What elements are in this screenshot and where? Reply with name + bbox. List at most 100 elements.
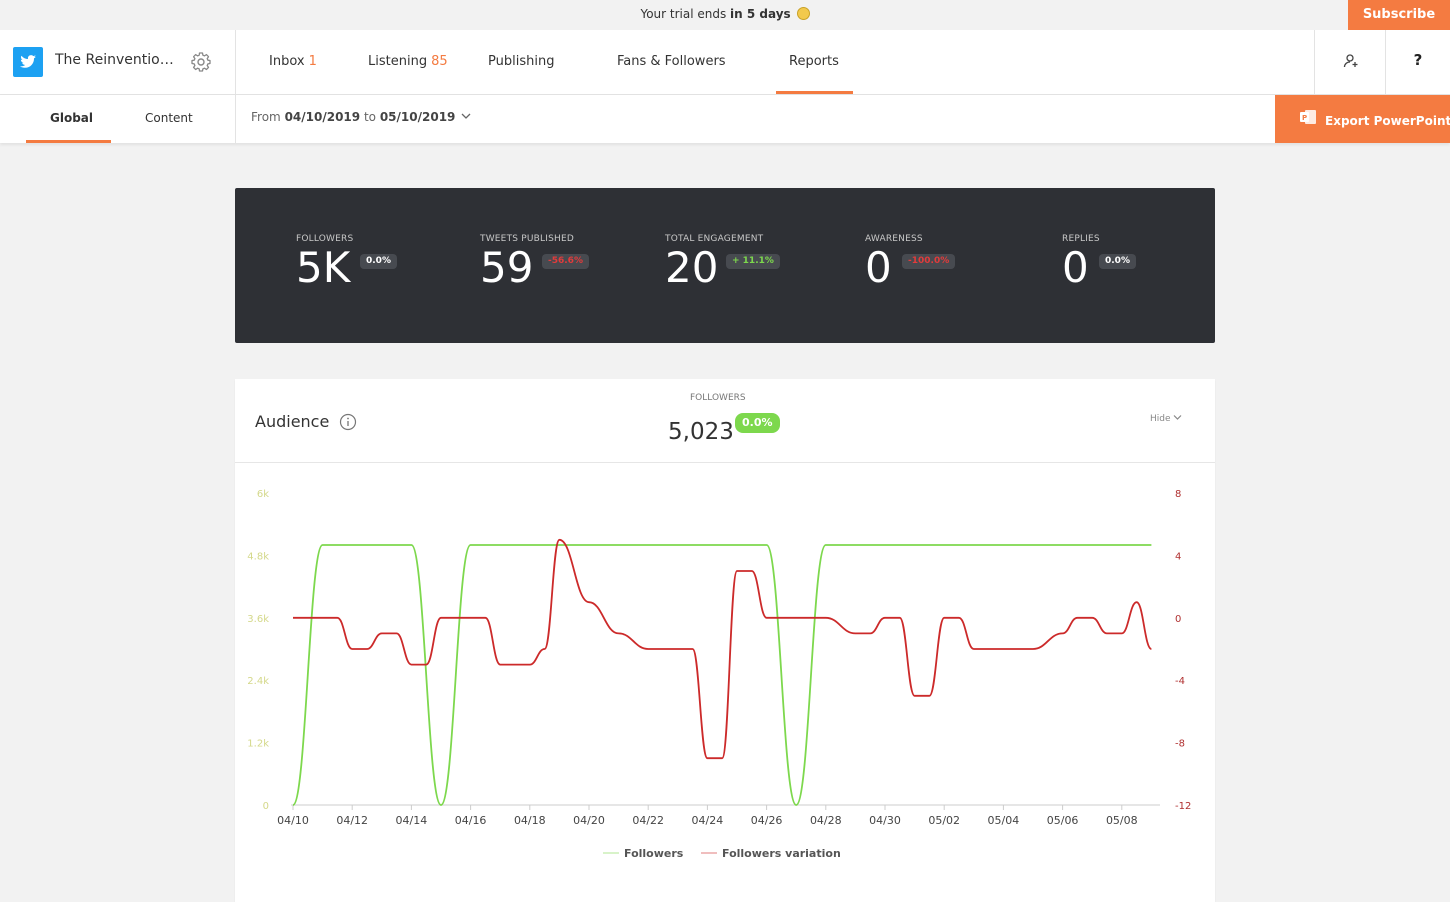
followers-count: 5,023 bbox=[668, 419, 734, 445]
stat-label: FOLLOWERS bbox=[296, 234, 354, 244]
x-tick-label: 04/16 bbox=[455, 814, 487, 827]
audience-card-header: Audience FOLLOWERS 5,023 0.0% Hide bbox=[235, 379, 1215, 463]
x-tick-label: 04/22 bbox=[632, 814, 664, 827]
stat-label: TOTAL ENGAGEMENT bbox=[665, 234, 764, 244]
x-tick-label: 04/12 bbox=[336, 814, 368, 827]
nav-inbox-label: Inbox bbox=[269, 54, 305, 69]
export-powerpoint-button[interactable]: P Export PowerPoint bbox=[1275, 95, 1450, 143]
sub-header: Global Content From 04/10/2019 to 05/10/… bbox=[0, 95, 1450, 143]
audience-card: Audience FOLLOWERS 5,023 0.0% Hide 0 1.2k… bbox=[235, 379, 1215, 902]
x-tick-label: 05/08 bbox=[1106, 814, 1138, 827]
hide-button[interactable]: Hide bbox=[1150, 414, 1182, 424]
nav-listening[interactable]: Listening 85 bbox=[368, 54, 448, 69]
y-right-tick-label: 8 bbox=[1175, 489, 1181, 500]
nav-active-indicator bbox=[776, 91, 853, 94]
nav-listening-label: Listening bbox=[368, 54, 428, 69]
hide-label: Hide bbox=[1150, 414, 1171, 424]
x-tick-label: 04/28 bbox=[810, 814, 842, 827]
legend-label: Followers variation bbox=[722, 847, 841, 860]
svg-text:P: P bbox=[1302, 114, 1307, 122]
nav-inbox[interactable]: Inbox 1 bbox=[269, 54, 317, 69]
stat-change-badge: + 11.1% bbox=[726, 254, 780, 269]
y-right-tick-label: 0 bbox=[1175, 614, 1181, 625]
twitter-icon bbox=[13, 47, 43, 77]
nav-inbox-count: 1 bbox=[308, 54, 317, 69]
followers-label: FOLLOWERS bbox=[690, 393, 746, 403]
nav-reports[interactable]: Reports bbox=[789, 54, 839, 69]
stat-value: 0 bbox=[865, 243, 892, 292]
x-tick-label: 05/06 bbox=[1047, 814, 1079, 827]
info-icon[interactable] bbox=[339, 413, 357, 431]
date-range-picker[interactable]: From 04/10/2019 to 05/10/2019 bbox=[251, 110, 471, 124]
nav-fans-followers[interactable]: Fans & Followers bbox=[617, 54, 726, 69]
stat-replies: REPLIES 0 0.0% bbox=[1062, 234, 1136, 290]
x-tick-label: 05/02 bbox=[928, 814, 960, 827]
audience-title: Audience bbox=[255, 412, 330, 431]
report-tabs: Global Content bbox=[0, 95, 236, 143]
trial-bar: Your trial ends in 5 days Subscribe bbox=[0, 0, 1450, 30]
stat-change-badge: -56.6% bbox=[542, 254, 589, 269]
x-tick-label: 04/24 bbox=[692, 814, 724, 827]
powerpoint-icon: P bbox=[1300, 110, 1316, 124]
stat-value: 5K bbox=[296, 243, 351, 292]
trial-remaining: in 5 days bbox=[730, 7, 791, 21]
y-right-tick-label: 4 bbox=[1175, 551, 1181, 562]
y-left-tick-label: 2.4k bbox=[247, 676, 269, 687]
y-left-tick-label: 0 bbox=[263, 801, 269, 812]
date-from: 04/10/2019 bbox=[284, 110, 361, 124]
date-to-label: to bbox=[363, 110, 376, 124]
trial-prefix: Your trial ends bbox=[640, 7, 727, 21]
y-left-tick-label: 3.6k bbox=[247, 614, 269, 625]
tab-content[interactable]: Content bbox=[145, 111, 193, 125]
stat-value: 0 bbox=[1062, 243, 1089, 292]
add-user-icon bbox=[1343, 54, 1358, 68]
tab-global[interactable]: Global bbox=[50, 111, 94, 125]
stat-awareness: AWARENESS 0 -100.0% bbox=[865, 234, 956, 290]
stat-change-badge: -100.0% bbox=[902, 254, 956, 269]
help-button[interactable]: ? bbox=[1385, 30, 1450, 94]
y-left-tick-label: 6k bbox=[257, 489, 269, 500]
y-right-tick-label: -4 bbox=[1175, 676, 1185, 687]
stat-label: AWARENESS bbox=[865, 234, 923, 244]
stat-total-engagement: TOTAL ENGAGEMENT 20 + 11.1% bbox=[665, 234, 780, 290]
help-icon: ? bbox=[1413, 51, 1423, 69]
add-user-button[interactable] bbox=[1314, 30, 1385, 94]
followers-change-badge: 0.0% bbox=[735, 413, 780, 433]
nav-publishing[interactable]: Publishing bbox=[488, 54, 555, 69]
chevron-down-icon bbox=[461, 113, 471, 119]
account-switcher[interactable]: The Reinvention... bbox=[0, 30, 236, 94]
chevron-down-icon bbox=[1173, 415, 1182, 420]
x-tick-label: 04/10 bbox=[277, 814, 309, 827]
stat-followers: FOLLOWERS 5K 0.0% bbox=[296, 234, 397, 290]
x-tick-label: 04/26 bbox=[751, 814, 783, 827]
nav-listening-count: 85 bbox=[431, 54, 448, 69]
stat-tweets-published: TWEETS PUBLISHED 59 -56.6% bbox=[480, 234, 589, 290]
series-line-followers bbox=[292, 544, 1152, 806]
date-to: 05/10/2019 bbox=[379, 110, 456, 124]
top-header: The Reinvention... Inbox 1 Listening 85 Pu… bbox=[0, 30, 1450, 95]
series-line-followers-variation bbox=[293, 538, 1153, 760]
stat-change-badge: 0.0% bbox=[360, 254, 397, 269]
gear-icon[interactable] bbox=[190, 51, 212, 73]
summary-stats-panel: FOLLOWERS 5K 0.0% TWEETS PUBLISHED 59 -5… bbox=[235, 188, 1215, 343]
x-tick-label: 04/20 bbox=[573, 814, 605, 827]
x-tick-label: 04/14 bbox=[396, 814, 428, 827]
x-tick-label: 04/30 bbox=[869, 814, 901, 827]
y-right-tick-label: -8 bbox=[1175, 739, 1185, 750]
stat-label: REPLIES bbox=[1062, 234, 1100, 244]
y-right-tick-label: -12 bbox=[1175, 801, 1191, 812]
stat-value: 20 bbox=[665, 243, 719, 292]
x-tick-label: 05/04 bbox=[988, 814, 1020, 827]
y-left-tick-label: 4.8k bbox=[247, 551, 269, 562]
x-tick-label: 04/18 bbox=[514, 814, 546, 827]
stat-label: TWEETS PUBLISHED bbox=[480, 234, 574, 244]
subscribe-button[interactable]: Subscribe bbox=[1348, 0, 1450, 30]
account-name: The Reinvention... bbox=[55, 52, 181, 68]
audience-chart: 0 1.2k 2.4k 3.6k 4.8k 6k -12 -8 -4 0 4 8 04/10 04/12 0… bbox=[247, 489, 1191, 860]
y-left-tick-label: 1.2k bbox=[247, 739, 269, 750]
tab-active-indicator bbox=[26, 140, 111, 143]
export-label: Export PowerPoint bbox=[1325, 114, 1450, 128]
date-from-label: From bbox=[251, 110, 281, 124]
legend-label: Followers bbox=[624, 847, 684, 860]
trial-message: Your trial ends in 5 days bbox=[0, 7, 1450, 21]
